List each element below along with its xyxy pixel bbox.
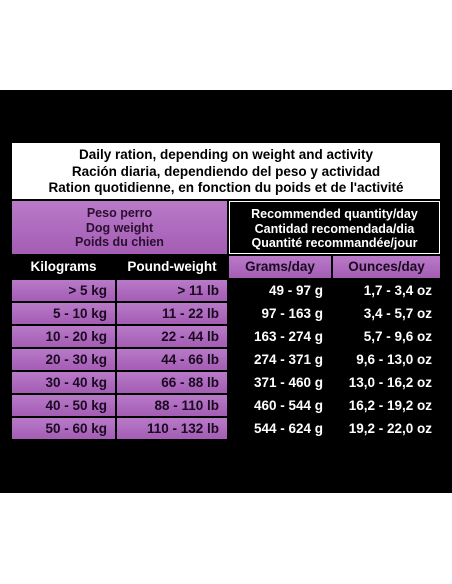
table-cell: 9,6 - 13,0 oz: [333, 349, 440, 370]
column-header: Grams/day: [229, 256, 331, 278]
title-line: Ración diaria, dependiendo del peso y ac…: [71, 163, 381, 179]
table-cell: 44 - 66 lb: [117, 349, 227, 370]
column-header: Ounces/day: [333, 256, 440, 278]
table-cell: 5,7 - 9,6 oz: [333, 326, 440, 347]
table-cell: 10 - 20 kg: [12, 326, 115, 347]
table-cell: 13,0 - 16,2 oz: [333, 372, 440, 393]
header-line: Peso perro: [86, 206, 153, 220]
table-cell: 22 - 44 lb: [117, 326, 227, 347]
table-cell: 19,2 - 22,0 oz: [333, 418, 440, 439]
table-cell: 30 - 40 kg: [12, 372, 115, 393]
table-cell: 163 - 274 g: [229, 326, 331, 347]
header-line: Quantité recommandée/jour: [251, 236, 418, 250]
weight-header: Peso perro Dog weight Poids du chien: [12, 201, 227, 254]
header-line: Recommended quantity/day: [251, 207, 418, 221]
table-cell: 11 - 22 lb: [117, 303, 227, 324]
header-line: Dog weight: [85, 220, 154, 235]
header-line: Cantidad recomendada/dia: [254, 221, 415, 236]
table-cell: 460 - 544 g: [229, 395, 331, 416]
table-cell: 274 - 371 g: [229, 349, 331, 370]
title-line: Ration quotidienne, en fonction du poids…: [48, 180, 404, 195]
title-box: Daily ration, depending on weight and ac…: [12, 143, 440, 199]
table-cell: > 11 lb: [117, 280, 227, 301]
header-line: Poids du chien: [75, 235, 164, 249]
column-header: Kilograms: [12, 256, 115, 278]
table-cell: 49 - 97 g: [229, 280, 331, 301]
table-cell: 544 - 624 g: [229, 418, 331, 439]
title-line: Daily ration, depending on weight and ac…: [78, 147, 374, 162]
table-cell: 66 - 88 lb: [117, 372, 227, 393]
table-cell: 20 - 30 kg: [12, 349, 115, 370]
table-cell: 40 - 50 kg: [12, 395, 115, 416]
table-cell: 3,4 - 5,7 oz: [333, 303, 440, 324]
column-header: Pound-weight: [117, 256, 227, 278]
table-cell: 110 - 132 lb: [117, 418, 227, 439]
quantity-header: Recommended quantity/day Cantidad recome…: [229, 201, 440, 254]
table-cell: 16,2 - 19,2 oz: [333, 395, 440, 416]
table-cell: > 5 kg: [12, 280, 115, 301]
table-cell: 50 - 60 kg: [12, 418, 115, 439]
table-cell: 97 - 163 g: [229, 303, 331, 324]
table-cell: 88 - 110 lb: [117, 395, 227, 416]
table-cell: 371 - 460 g: [229, 372, 331, 393]
table-cell: 5 - 10 kg: [12, 303, 115, 324]
table-cell: 1,7 - 3,4 oz: [333, 280, 440, 301]
